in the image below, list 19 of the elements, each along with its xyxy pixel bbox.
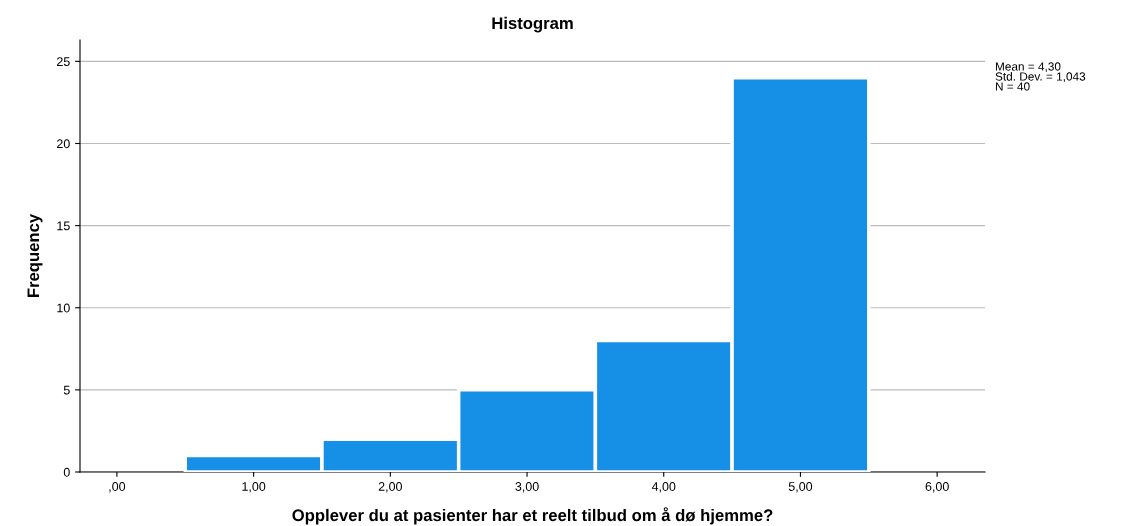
x-tick-label: 2,00 [378, 482, 402, 493]
y-tick-label: 15 [57, 221, 70, 231]
x-axis-title: Opplever du at pasienter har et reelt tilbud om å dø hjemme? [292, 507, 773, 525]
x-tick-label: 6,00 [925, 482, 949, 493]
text: Std. Dev. = 1,043 [995, 72, 1086, 83]
y-tick-label: 20 [57, 139, 70, 149]
y-tick-label: 0 [63, 467, 70, 477]
text: N = 40 [995, 82, 1030, 91]
x-tick-label: 1,00 [242, 482, 266, 493]
y-tick-label: 10 [57, 303, 70, 313]
chart-title: Histogram [492, 16, 573, 33]
x-tick-label: ,00 [109, 482, 126, 493]
x-tick-label: 5,00 [788, 482, 813, 493]
y-tick-label: 25 [57, 57, 70, 67]
x-tick-label: 4,00 [651, 482, 676, 493]
y-tick-label: 5 [63, 385, 70, 395]
x-tick-label: 3,00 [515, 482, 539, 493]
y-axis-title: Frequency [27, 213, 43, 298]
text: Mean = 4,30 [995, 62, 1061, 73]
